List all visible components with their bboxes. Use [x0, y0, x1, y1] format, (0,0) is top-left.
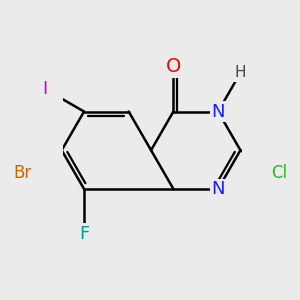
Text: Br: Br [14, 164, 32, 181]
Text: Cl: Cl [271, 164, 287, 181]
Text: I: I [43, 80, 48, 98]
Text: H: H [235, 65, 246, 80]
Text: N: N [211, 103, 225, 121]
Text: N: N [211, 180, 225, 198]
Text: O: O [166, 57, 181, 76]
Text: F: F [79, 225, 89, 243]
